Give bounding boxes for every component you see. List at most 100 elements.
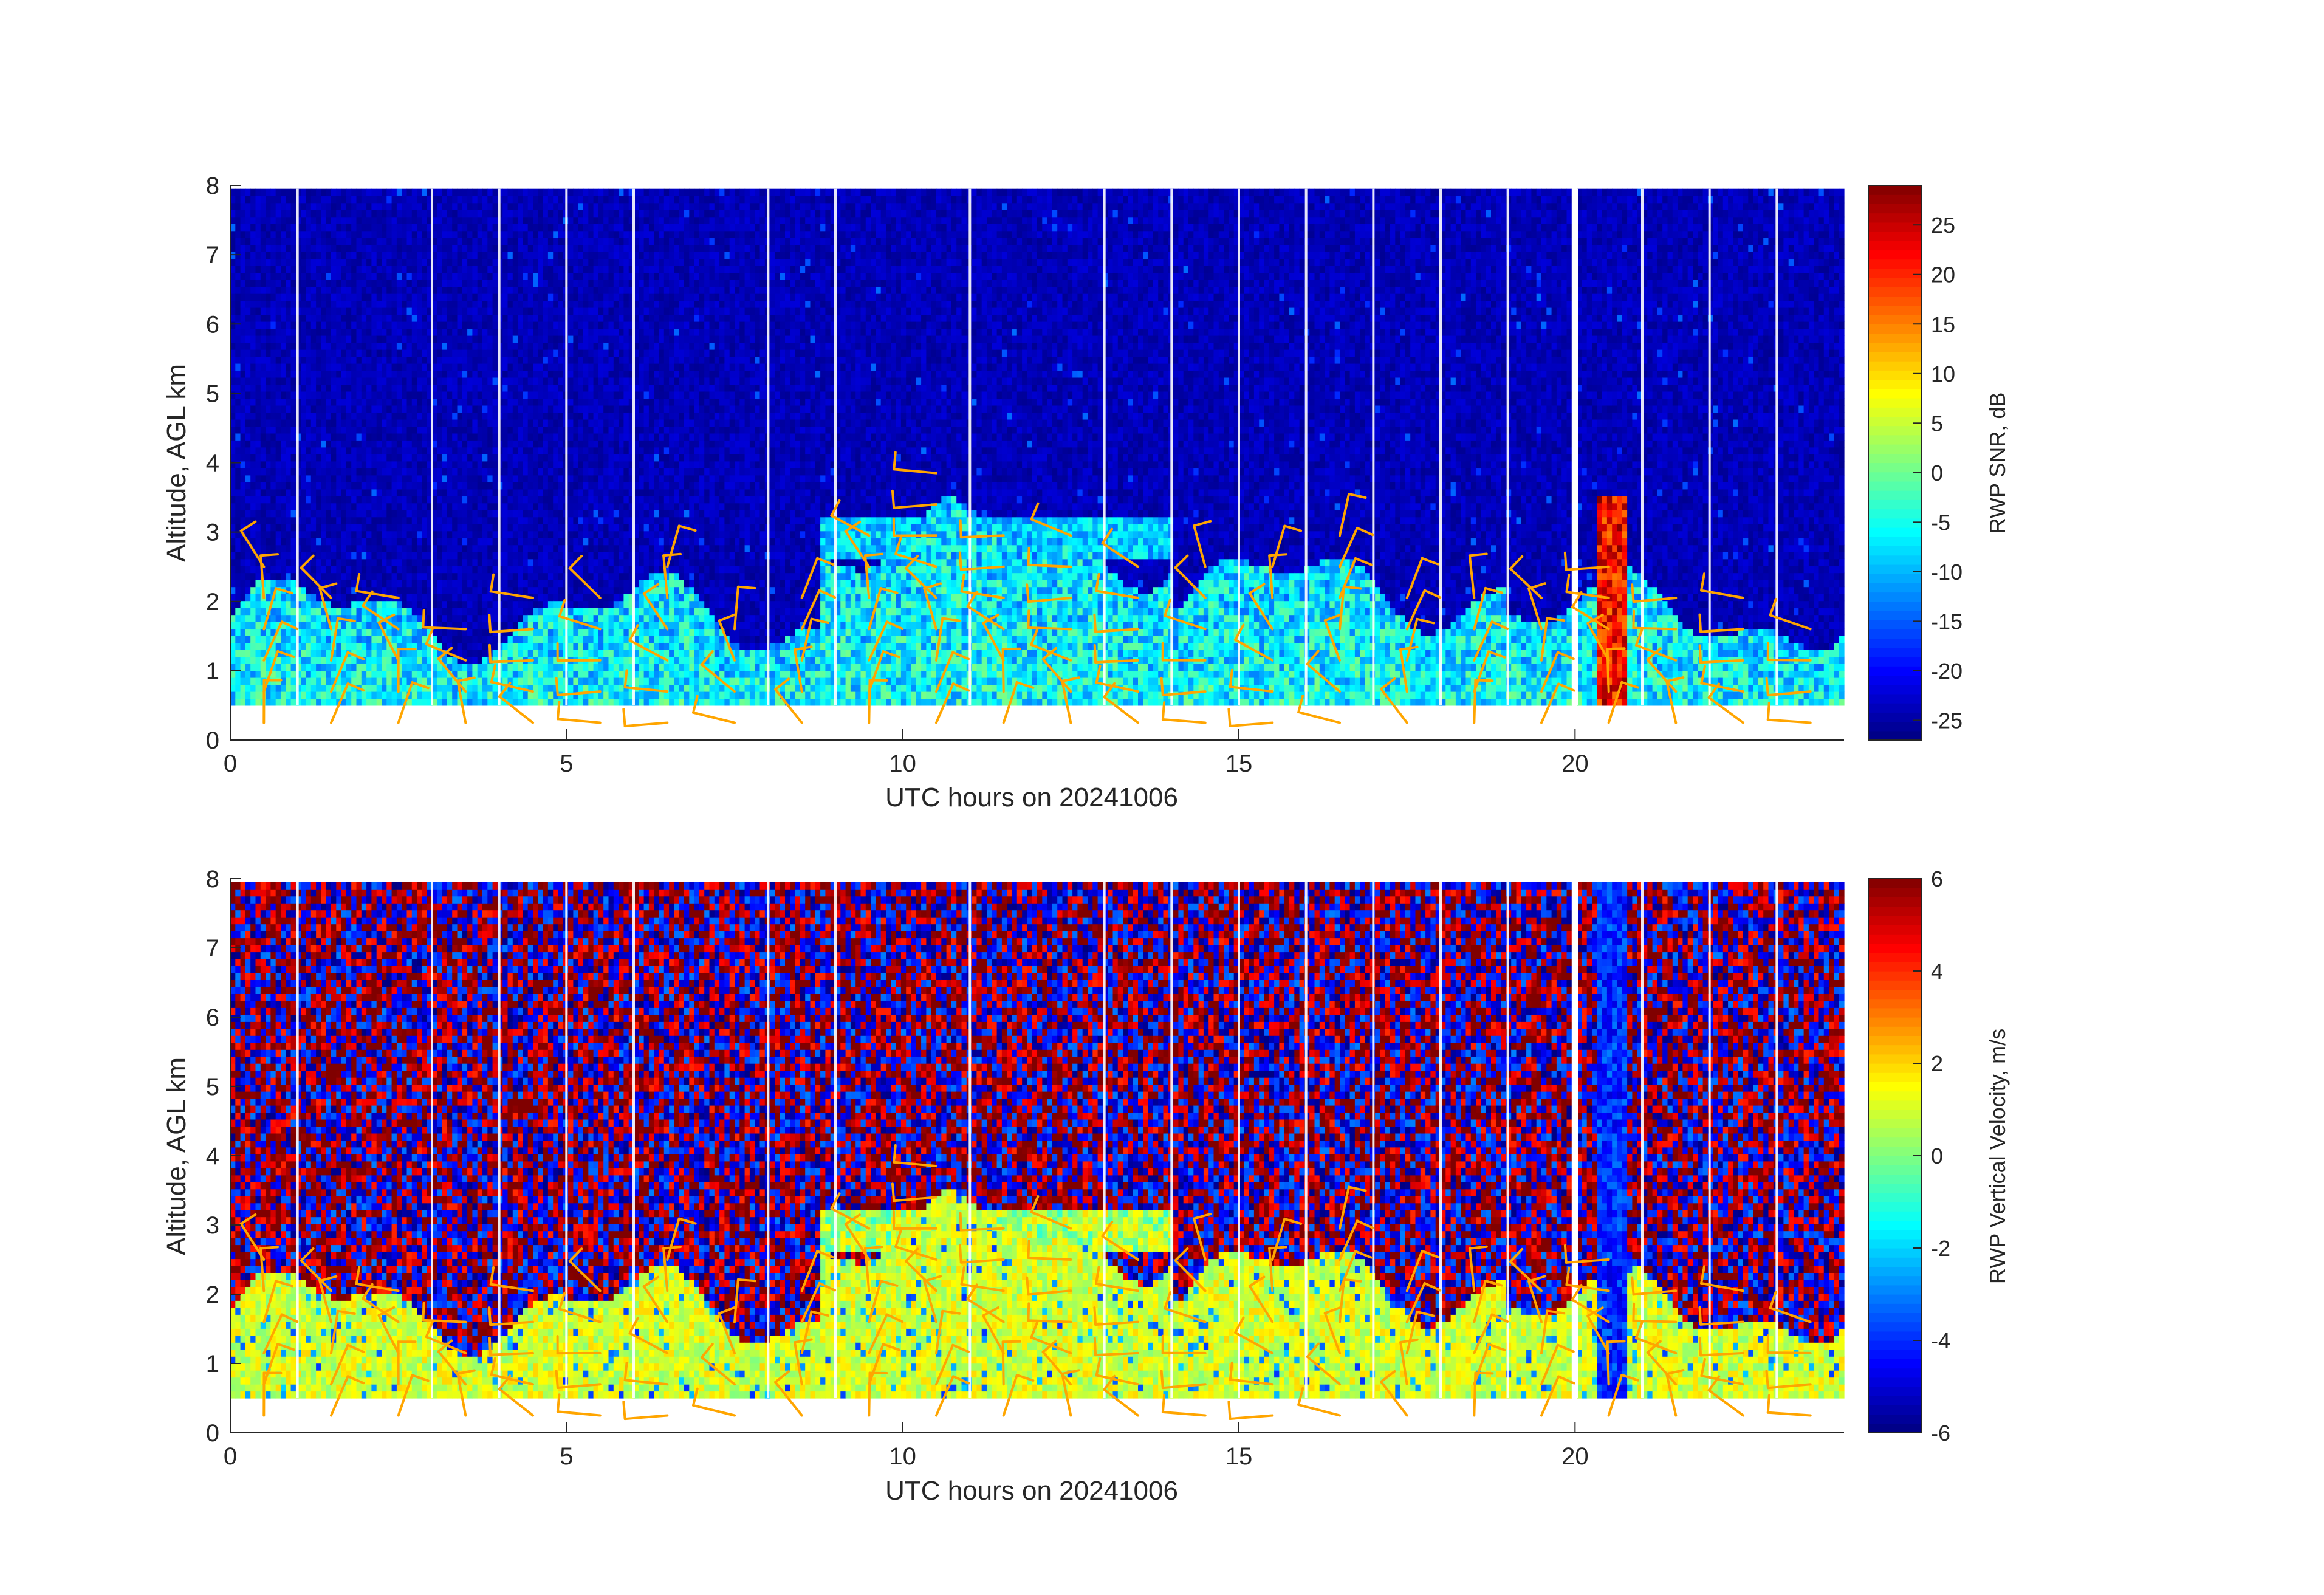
heatmap-cell xyxy=(411,608,417,616)
heatmap-cell xyxy=(417,252,422,259)
heatmap-cell xyxy=(558,636,564,643)
heatmap-cell xyxy=(547,300,554,308)
heatmap-cell xyxy=(255,510,261,518)
heatmap-cell xyxy=(341,628,347,636)
heatmap-cell xyxy=(275,684,281,692)
heatmap-cell xyxy=(366,600,372,608)
heatmap-cell xyxy=(472,566,478,574)
heatmap-cell xyxy=(230,454,236,462)
heatmap-cell xyxy=(411,216,417,224)
heatmap-cell xyxy=(245,454,251,462)
heatmap-cell xyxy=(260,356,266,364)
heatmap-cell xyxy=(411,510,417,518)
heatmap-cell xyxy=(553,566,559,574)
heatmap-cell xyxy=(437,664,443,671)
heatmap-cell xyxy=(457,321,463,329)
heatmap-cell xyxy=(442,280,448,287)
heatmap-cell xyxy=(250,698,256,706)
heatmap-cell xyxy=(266,224,271,232)
heatmap-cell xyxy=(527,377,533,385)
heatmap-cell xyxy=(442,405,448,413)
heatmap-cell xyxy=(306,370,312,378)
heatmap-cell xyxy=(523,698,529,706)
heatmap-cell xyxy=(371,650,377,657)
heatmap-cell xyxy=(432,280,437,287)
heatmap-cell xyxy=(331,230,337,238)
heatmap-cell xyxy=(346,489,352,496)
heatmap-cell xyxy=(417,636,422,643)
heatmap-cell xyxy=(266,656,271,664)
heatmap-cell xyxy=(538,691,544,699)
heatmap-cell xyxy=(351,370,357,378)
heatmap-cell xyxy=(245,558,251,566)
heatmap-cell xyxy=(266,210,271,218)
heatmap-cell xyxy=(331,356,337,364)
heatmap-cell xyxy=(346,405,352,413)
heatmap-cell xyxy=(477,244,483,252)
heatmap-cell xyxy=(558,335,564,343)
heatmap-cell xyxy=(341,244,347,252)
heatmap-cell xyxy=(406,670,413,678)
heatmap-cell xyxy=(492,188,498,196)
heatmap-cell xyxy=(356,530,362,538)
heatmap-cell xyxy=(472,670,478,678)
heatmap-cell xyxy=(286,335,292,343)
heatmap-cell xyxy=(331,691,337,699)
heatmap-cell xyxy=(402,516,408,524)
heatmap-cell xyxy=(442,600,448,608)
heatmap-cell xyxy=(235,586,241,594)
heatmap-cell xyxy=(547,391,554,399)
heatmap-cell xyxy=(376,307,382,315)
heatmap-cell xyxy=(402,622,408,629)
heatmap-cell xyxy=(301,677,307,685)
heatmap-cell xyxy=(361,377,367,385)
heatmap-cell xyxy=(452,552,458,560)
heatmap-cell xyxy=(452,349,458,357)
heatmap-cell xyxy=(346,244,352,252)
heatmap-cell xyxy=(382,335,387,343)
heatmap-cell xyxy=(366,516,372,524)
heatmap-cell xyxy=(230,510,236,518)
heatmap-cell xyxy=(331,538,337,546)
heatmap-cell xyxy=(371,280,377,287)
heatmap-cell xyxy=(341,698,347,706)
heatmap-cell xyxy=(351,496,357,504)
heatmap-cell xyxy=(386,580,392,588)
heatmap-cell xyxy=(386,636,392,643)
heatmap-cell xyxy=(477,600,483,608)
heatmap-cell xyxy=(558,244,564,252)
heatmap-cell xyxy=(376,566,382,574)
heatmap-cell xyxy=(326,447,332,454)
heatmap-cell xyxy=(568,516,574,524)
heatmap-cell xyxy=(331,572,337,580)
heatmap-cell xyxy=(417,650,422,657)
heatmap-cell xyxy=(396,600,402,608)
heatmap-cell xyxy=(310,454,317,462)
heatmap-cell xyxy=(472,628,478,636)
heatmap-cell xyxy=(492,572,498,580)
heatmap-cell xyxy=(422,349,428,357)
heatmap-cell xyxy=(260,405,266,413)
heatmap-cell xyxy=(482,622,488,629)
heatmap-cell xyxy=(547,622,554,629)
heatmap-cell xyxy=(321,412,327,420)
heatmap-cell xyxy=(447,321,453,329)
heatmap-cell xyxy=(568,586,574,594)
heatmap-cell xyxy=(326,258,332,266)
heatmap-cell xyxy=(336,503,342,510)
heatmap-cell xyxy=(376,684,382,692)
heatmap-cell xyxy=(386,412,392,420)
heatmap-cell xyxy=(306,384,312,392)
heatmap-cell xyxy=(321,691,327,699)
heatmap-cell xyxy=(406,572,413,580)
heatmap-cell xyxy=(351,566,357,574)
heatmap-cell xyxy=(281,238,286,245)
heatmap-cell xyxy=(230,608,236,616)
heatmap-cell xyxy=(371,440,377,448)
heatmap-cell xyxy=(472,370,478,378)
heatmap-cell xyxy=(235,608,241,616)
heatmap-cell xyxy=(356,196,362,204)
heatmap-cell xyxy=(467,342,473,350)
heatmap-cell xyxy=(457,426,463,434)
heatmap-cell xyxy=(482,642,488,650)
